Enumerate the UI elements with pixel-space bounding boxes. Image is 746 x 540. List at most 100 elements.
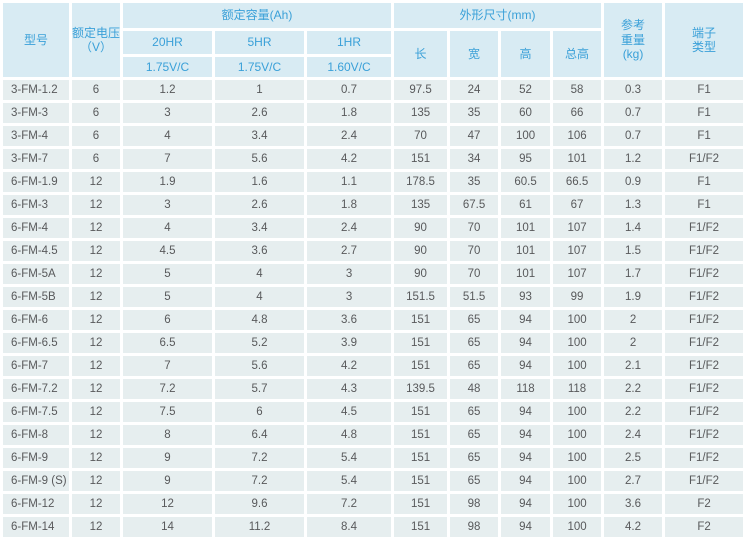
- cell-width: 35: [450, 103, 499, 123]
- cell-weight: 2: [604, 333, 663, 353]
- cell-capacity-5hr: 4.8: [215, 310, 304, 330]
- col-header-total-height: 总高: [553, 31, 602, 77]
- cell-model: 6-FM-12: [3, 494, 69, 514]
- cell-voltage: 6: [72, 80, 120, 100]
- col-header-terminal: 端子 类型: [665, 3, 744, 77]
- table-row: 6-FM-9 12 9 7.2 5.4 151 65 94 100 2.5 F1/F2: [3, 448, 744, 468]
- cell-model: 6-FM-4: [3, 218, 69, 238]
- cell-model: 3-FM-3: [3, 103, 69, 123]
- cell-capacity-5hr: 9.6: [215, 494, 304, 514]
- cell-length: 151: [394, 425, 448, 445]
- col-header-model: 型号: [3, 3, 69, 77]
- cell-width: 47: [450, 126, 499, 146]
- cell-width: 65: [450, 310, 499, 330]
- cell-capacity-5hr: 5.6: [215, 149, 304, 169]
- cell-width: 65: [450, 356, 499, 376]
- cell-model: 6-FM-9 (S): [3, 471, 69, 491]
- cell-length: 178.5: [394, 172, 448, 192]
- cell-voltage: 12: [72, 494, 120, 514]
- cell-capacity-20hr: 8: [123, 425, 212, 445]
- cell-model: 6-FM-3: [3, 195, 69, 215]
- cell-length: 90: [394, 241, 448, 261]
- cell-capacity-5hr: 4: [215, 264, 304, 284]
- cell-weight: 1.3: [604, 195, 663, 215]
- cell-model: 3-FM-7: [3, 149, 69, 169]
- table-row: 6-FM-9 (S) 12 9 7.2 5.4 151 65 94 100 2.7 F1/F2: [3, 471, 744, 491]
- cell-voltage: 12: [72, 448, 120, 468]
- cell-capacity-1hr: 8.4: [307, 517, 392, 537]
- cell-capacity-20hr: 6: [123, 310, 212, 330]
- col-group-capacity: 额定容量(Ah): [123, 3, 392, 28]
- cell-weight: 1.7: [604, 264, 663, 284]
- col-header-weight: 参考 重量 (kg): [604, 3, 663, 77]
- cell-capacity-1hr: 4.8: [307, 425, 392, 445]
- cell-capacity-1hr: 0.7: [307, 80, 392, 100]
- cell-terminal: F1/F2: [665, 149, 744, 169]
- cell-length: 151: [394, 356, 448, 376]
- cell-terminal: F1: [665, 80, 744, 100]
- cell-voltage: 12: [72, 402, 120, 422]
- cell-width: 67.5: [450, 195, 499, 215]
- cell-voltage: 12: [72, 517, 120, 537]
- cell-height: 94: [501, 517, 551, 537]
- table-row: 6-FM-7.2 12 7.2 5.7 4.3 139.5 48 118 118 2.2 F1/F2: [3, 379, 744, 399]
- cell-model: 6-FM-5A: [3, 264, 69, 284]
- cell-width: 51.5: [450, 287, 499, 307]
- cell-capacity-20hr: 7.5: [123, 402, 212, 422]
- col-header-voltage: 额定电压 （V）: [72, 3, 120, 77]
- table-row: 6-FM-5B 12 5 4 3 151.5 51.5 93 99 1.9 F1/F2: [3, 287, 744, 307]
- cell-model: 6-FM-6: [3, 310, 69, 330]
- cell-capacity-5hr: 5.6: [215, 356, 304, 376]
- cell-height: 94: [501, 425, 551, 445]
- cell-capacity-20hr: 5: [123, 264, 212, 284]
- cell-capacity-20hr: 7: [123, 149, 212, 169]
- cell-capacity-20hr: 4: [123, 218, 212, 238]
- table-row: 3-FM-3 6 3 2.6 1.8 135 35 60 66 0.7 F1: [3, 103, 744, 123]
- cell-width: 98: [450, 494, 499, 514]
- cell-weight: 4.2: [604, 517, 663, 537]
- cell-total-height: 100: [553, 448, 602, 468]
- cell-voltage: 6: [72, 103, 120, 123]
- cell-height: 94: [501, 333, 551, 353]
- cell-voltage: 12: [72, 356, 120, 376]
- cell-model: 6-FM-8: [3, 425, 69, 445]
- cell-terminal: F1/F2: [665, 471, 744, 491]
- cell-width: 65: [450, 402, 499, 422]
- cell-height: 100: [501, 126, 551, 146]
- cell-weight: 2.5: [604, 448, 663, 468]
- cell-weight: 2.4: [604, 425, 663, 445]
- col-header-5hr: 5HR: [215, 31, 304, 54]
- cell-model: 6-FM-7.2: [3, 379, 69, 399]
- cell-weight: 3.6: [604, 494, 663, 514]
- table-row: 6-FM-6 12 6 4.8 3.6 151 65 94 100 2 F1/F2: [3, 310, 744, 330]
- cell-voltage: 12: [72, 264, 120, 284]
- cell-voltage: 12: [72, 310, 120, 330]
- cell-capacity-20hr: 3: [123, 103, 212, 123]
- cell-total-height: 100: [553, 494, 602, 514]
- cell-capacity-1hr: 5.4: [307, 471, 392, 491]
- cell-height: 94: [501, 494, 551, 514]
- cell-capacity-1hr: 4.2: [307, 356, 392, 376]
- cell-capacity-20hr: 1.2: [123, 80, 212, 100]
- cell-capacity-1hr: 3.9: [307, 333, 392, 353]
- cell-length: 151: [394, 517, 448, 537]
- cell-capacity-5hr: 3.6: [215, 241, 304, 261]
- cell-model: 6-FM-4.5: [3, 241, 69, 261]
- cell-terminal: F1/F2: [665, 379, 744, 399]
- cell-length: 151: [394, 471, 448, 491]
- cell-total-height: 100: [553, 517, 602, 537]
- cell-capacity-20hr: 7.2: [123, 379, 212, 399]
- col-header-length: 长: [394, 31, 448, 77]
- cell-terminal: F1/F2: [665, 218, 744, 238]
- cell-capacity-20hr: 6.5: [123, 333, 212, 353]
- cell-length: 90: [394, 218, 448, 238]
- cell-capacity-5hr: 5.2: [215, 333, 304, 353]
- cell-capacity-1hr: 5.4: [307, 448, 392, 468]
- cell-length: 151: [394, 310, 448, 330]
- cell-terminal: F1/F2: [665, 425, 744, 445]
- cell-capacity-1hr: 1.1: [307, 172, 392, 192]
- cell-weight: 2.7: [604, 471, 663, 491]
- cell-voltage: 6: [72, 126, 120, 146]
- header-row-groups: 型号 额定电压 （V） 额定容量(Ah) 外形尺寸(mm) 参考 重量 (kg)…: [3, 3, 744, 77]
- cell-terminal: F1/F2: [665, 448, 744, 468]
